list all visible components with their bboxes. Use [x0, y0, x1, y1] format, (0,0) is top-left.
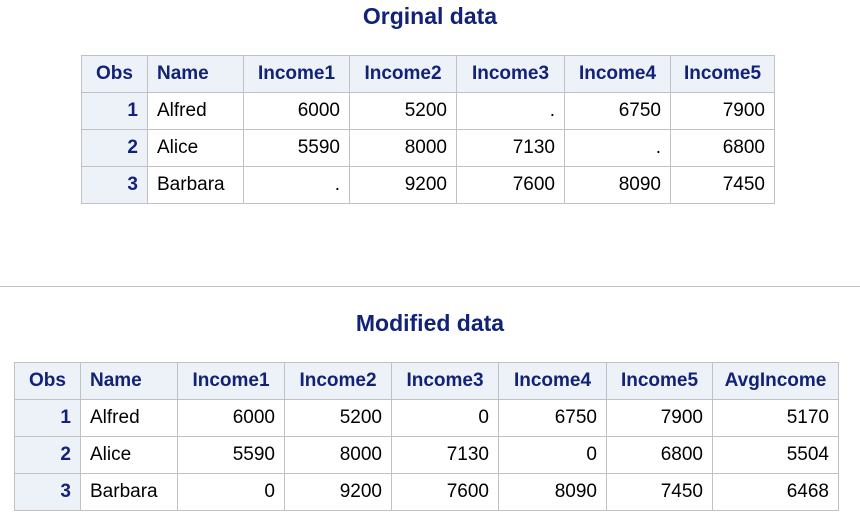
header-row: Obs Name Income1 Income2 Income3 Income4…	[14, 362, 839, 400]
column-header-obs: Obs	[81, 55, 148, 93]
income2-cell: 5200	[349, 92, 457, 130]
name-cell: Alfred	[147, 92, 244, 130]
income1-cell: 6000	[177, 399, 285, 437]
income5-cell: 7450	[606, 473, 713, 511]
name-cell: Alice	[80, 436, 178, 474]
table-row: 3 Barbara 0 9200 7600 8090 7450 6468	[14, 473, 839, 511]
income5-cell: 6800	[606, 436, 713, 474]
income3-cell: 7130	[391, 436, 499, 474]
table-row: 1 Alfred 6000 5200 0 6750 7900 5170	[14, 399, 839, 437]
income4-cell: 8090	[498, 473, 607, 511]
obs-cell: 1	[14, 399, 81, 437]
header-row: Obs Name Income1 Income2 Income3 Income4…	[81, 55, 775, 93]
avgincome-cell: 6468	[712, 473, 839, 511]
column-header-income5: Income5	[670, 55, 775, 93]
column-header-income1: Income1	[177, 362, 285, 400]
column-header-income3: Income3	[456, 55, 565, 93]
column-header-income1: Income1	[243, 55, 350, 93]
column-header-obs: Obs	[14, 362, 81, 400]
income2-cell: 8000	[349, 129, 457, 167]
name-cell: Barbara	[80, 473, 178, 511]
income2-cell: 5200	[284, 399, 392, 437]
table-row: 1 Alfred 6000 5200 . 6750 7900	[81, 92, 775, 130]
income4-cell: .	[564, 129, 671, 167]
income2-cell: 9200	[349, 166, 457, 204]
original-data-title: Orginal data	[362, 3, 498, 29]
income3-cell: 7600	[391, 473, 499, 511]
name-cell: Barbara	[147, 166, 244, 204]
income2-cell: 8000	[284, 436, 392, 474]
income1-cell: 6000	[243, 92, 350, 130]
modified-data-table: Obs Name Income1 Income2 Income3 Income4…	[14, 362, 839, 511]
column-header-name: Name	[147, 55, 244, 93]
table-row: 3 Barbara . 9200 7600 8090 7450	[81, 166, 775, 204]
income1-cell: .	[243, 166, 350, 204]
income3-cell: 0	[391, 399, 499, 437]
income5-cell: 7900	[606, 399, 713, 437]
modified-data-title: Modified data	[355, 310, 505, 336]
name-cell: Alfred	[80, 399, 178, 437]
income4-cell: 6750	[498, 399, 607, 437]
income3-cell: 7130	[456, 129, 565, 167]
column-header-income4: Income4	[564, 55, 671, 93]
income5-cell: 6800	[670, 129, 775, 167]
income3-cell: .	[456, 92, 565, 130]
income4-cell: 0	[498, 436, 607, 474]
table-row: 2 Alice 5590 8000 7130 0 6800 5504	[14, 436, 839, 474]
column-header-income2: Income2	[349, 55, 457, 93]
column-header-income5: Income5	[606, 362, 713, 400]
column-header-name: Name	[80, 362, 178, 400]
income1-cell: 5590	[177, 436, 285, 474]
obs-cell: 2	[14, 436, 81, 474]
income3-cell: 7600	[456, 166, 565, 204]
income4-cell: 6750	[564, 92, 671, 130]
avgincome-cell: 5170	[712, 399, 839, 437]
column-header-income3: Income3	[391, 362, 499, 400]
table-row: 2 Alice 5590 8000 7130 . 6800	[81, 129, 775, 167]
obs-cell: 3	[14, 473, 81, 511]
column-header-income2: Income2	[284, 362, 392, 400]
obs-cell: 2	[81, 129, 148, 167]
avgincome-cell: 5504	[712, 436, 839, 474]
income1-cell: 0	[177, 473, 285, 511]
income1-cell: 5590	[243, 129, 350, 167]
obs-cell: 1	[81, 92, 148, 130]
column-header-income4: Income4	[498, 362, 607, 400]
income4-cell: 8090	[564, 166, 671, 204]
section-divider	[0, 286, 860, 287]
income5-cell: 7900	[670, 92, 775, 130]
original-data-table: Obs Name Income1 Income2 Income3 Income4…	[81, 55, 775, 204]
name-cell: Alice	[147, 129, 244, 167]
obs-cell: 3	[81, 166, 148, 204]
column-header-avgincome: AvgIncome	[712, 362, 839, 400]
income2-cell: 9200	[284, 473, 392, 511]
income5-cell: 7450	[670, 166, 775, 204]
